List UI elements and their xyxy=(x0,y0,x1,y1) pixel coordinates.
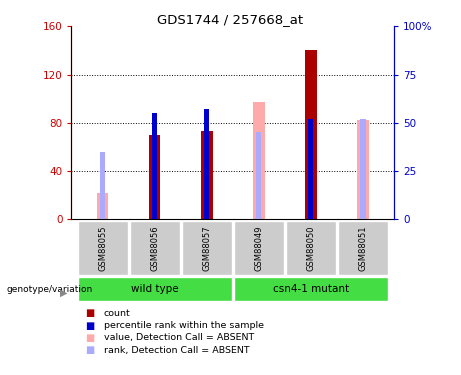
Bar xyxy=(204,109,209,219)
Bar xyxy=(152,113,157,219)
Text: genotype/variation: genotype/variation xyxy=(7,285,93,294)
Bar xyxy=(357,120,369,219)
Text: rank, Detection Call = ABSENT: rank, Detection Call = ABSENT xyxy=(104,346,249,355)
Text: GSM88057: GSM88057 xyxy=(202,225,211,271)
Bar xyxy=(130,220,180,275)
Bar xyxy=(182,220,232,275)
Text: value, Detection Call = ABSENT: value, Detection Call = ABSENT xyxy=(104,333,254,342)
Bar xyxy=(78,220,128,275)
Text: ■: ■ xyxy=(85,345,95,355)
Text: csn4-1 mutant: csn4-1 mutant xyxy=(273,284,349,294)
Bar xyxy=(253,102,265,219)
Bar xyxy=(286,220,336,275)
Bar xyxy=(78,277,232,302)
Bar xyxy=(308,119,313,219)
Text: GSM88050: GSM88050 xyxy=(307,225,315,271)
Bar xyxy=(305,50,317,219)
Bar xyxy=(256,132,261,219)
Text: ■: ■ xyxy=(85,333,95,343)
Bar xyxy=(234,220,284,275)
Bar xyxy=(97,193,108,219)
Text: percentile rank within the sample: percentile rank within the sample xyxy=(104,321,264,330)
Bar xyxy=(201,131,213,219)
Bar xyxy=(100,152,105,219)
Text: ■: ■ xyxy=(85,321,95,330)
Text: GSM88056: GSM88056 xyxy=(150,225,159,271)
Text: count: count xyxy=(104,309,130,318)
Text: wild type: wild type xyxy=(131,284,178,294)
Bar xyxy=(234,277,388,302)
Bar xyxy=(149,135,160,219)
Text: GSM88055: GSM88055 xyxy=(98,225,107,271)
Text: GDS1744 / 257668_at: GDS1744 / 257668_at xyxy=(158,13,303,26)
Text: GSM88051: GSM88051 xyxy=(358,225,367,271)
Text: GSM88049: GSM88049 xyxy=(254,225,263,271)
Bar xyxy=(338,220,388,275)
Text: ■: ■ xyxy=(85,308,95,318)
Bar xyxy=(361,119,366,219)
Text: ▶: ▶ xyxy=(60,288,67,297)
